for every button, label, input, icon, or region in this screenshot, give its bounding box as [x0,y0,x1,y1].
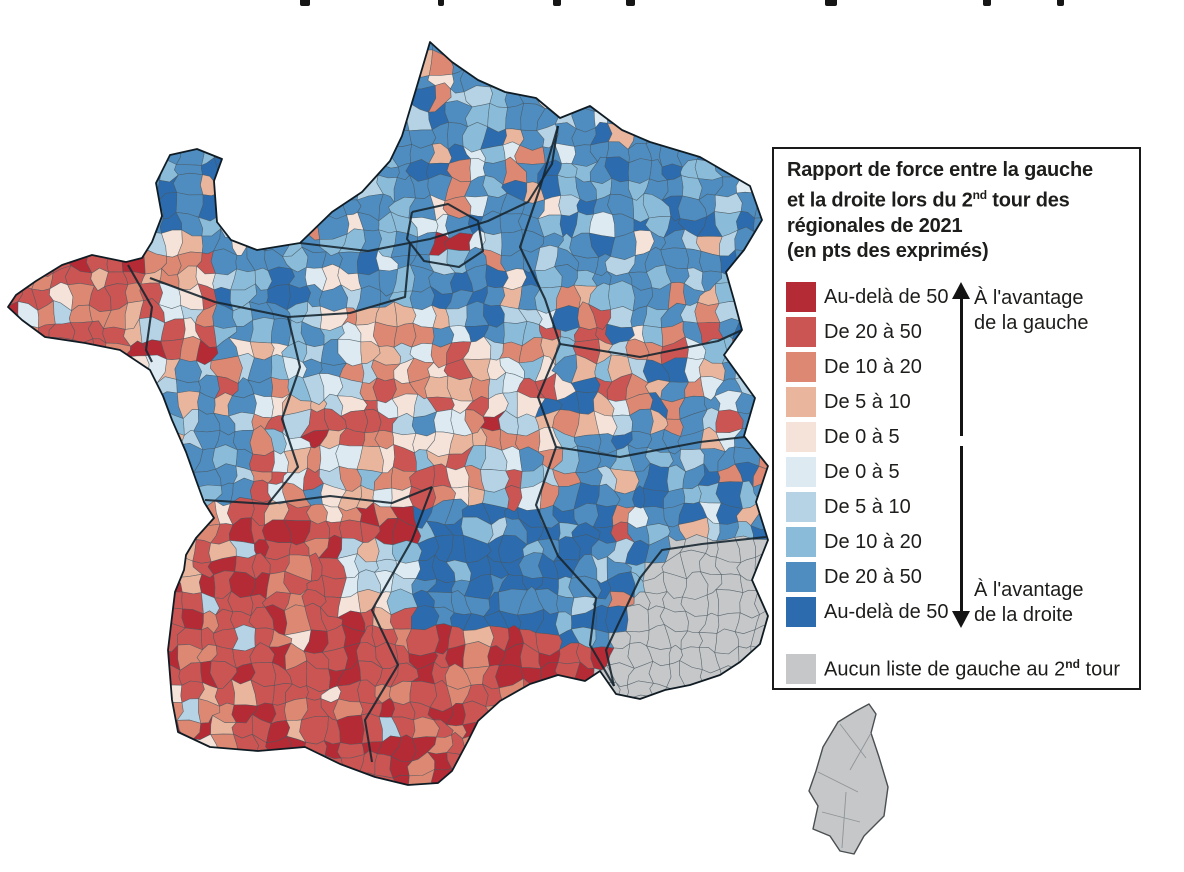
legend-swatch [786,282,816,312]
cropped-title-fragment [626,0,635,6]
legend-swatch [786,527,816,557]
legend-item: De 20 à 50 [786,562,922,592]
legend-item: De 0 à 5 [786,457,900,487]
cropped-title-fragment [553,0,561,6]
legend-item-label: Au-delà de 50 [824,285,949,308]
cropped-title-fragment [300,0,310,6]
cropped-title-fragment [1057,0,1064,6]
legend-item: De 5 à 10 [786,492,911,522]
arrow-up-icon [952,282,970,299]
advantage-right-label: À l'avantage de la droite [974,579,1084,626]
legend-item: De 10 à 20 [786,527,922,557]
advantage-right-arrow-line [960,446,963,611]
legend-item: De 10 à 20 [786,352,922,382]
legend-item-label: Aucun liste de gauche au 2nd tour [824,656,1120,681]
legend-item-label: Au-delà de 50 [824,600,949,623]
legend-item-label: De 5 à 10 [824,495,911,518]
legend-item-label: De 10 à 20 [824,355,922,378]
advantage-left-label: À l'avantage de la gauche [974,287,1089,334]
legend-item: Au-delà de 50 [786,282,949,312]
legend-swatch [786,492,816,522]
legend-swatch [786,422,816,452]
legend-title: Rapport de force entre la gauche et la d… [787,159,1093,262]
legend-item-label: De 10 à 20 [824,530,922,553]
legend-swatch [786,654,816,684]
cropped-title-fragment [825,0,837,6]
cropped-title-fragment [438,0,444,6]
legend-box: Rapport de force entre la gauche et la d… [772,147,1141,690]
legend-item-no-left-list: Aucun liste de gauche au 2nd tour [786,654,1120,684]
legend-item-label: De 20 à 50 [824,565,922,588]
legend-item-label: De 5 à 10 [824,390,911,413]
legend-swatch [786,562,816,592]
legend-swatch [786,597,816,627]
arrow-down-icon [952,611,970,628]
corsica [808,703,889,855]
legend-swatch [786,387,816,417]
cropped-title-fragment [983,0,991,6]
legend-item-label: De 20 à 50 [824,320,922,343]
legend-item: De 0 à 5 [786,422,900,452]
advantage-left-arrow-line [960,299,963,436]
legend-item: De 5 à 10 [786,387,911,417]
legend-item: Au-delà de 50 [786,597,949,627]
legend-title-line1: Rapport de force entre la gauche [787,159,1093,181]
canton-cells [8,42,768,785]
mainland-outline [7,41,769,786]
legend-swatch [786,352,816,382]
legend-item-label: De 0 à 5 [824,460,900,483]
legend-swatch [786,317,816,347]
legend-item-label: De 0 à 5 [824,425,900,448]
legend-item: De 20 à 50 [786,317,922,347]
region-borders [127,125,767,763]
legend-swatch [786,457,816,487]
